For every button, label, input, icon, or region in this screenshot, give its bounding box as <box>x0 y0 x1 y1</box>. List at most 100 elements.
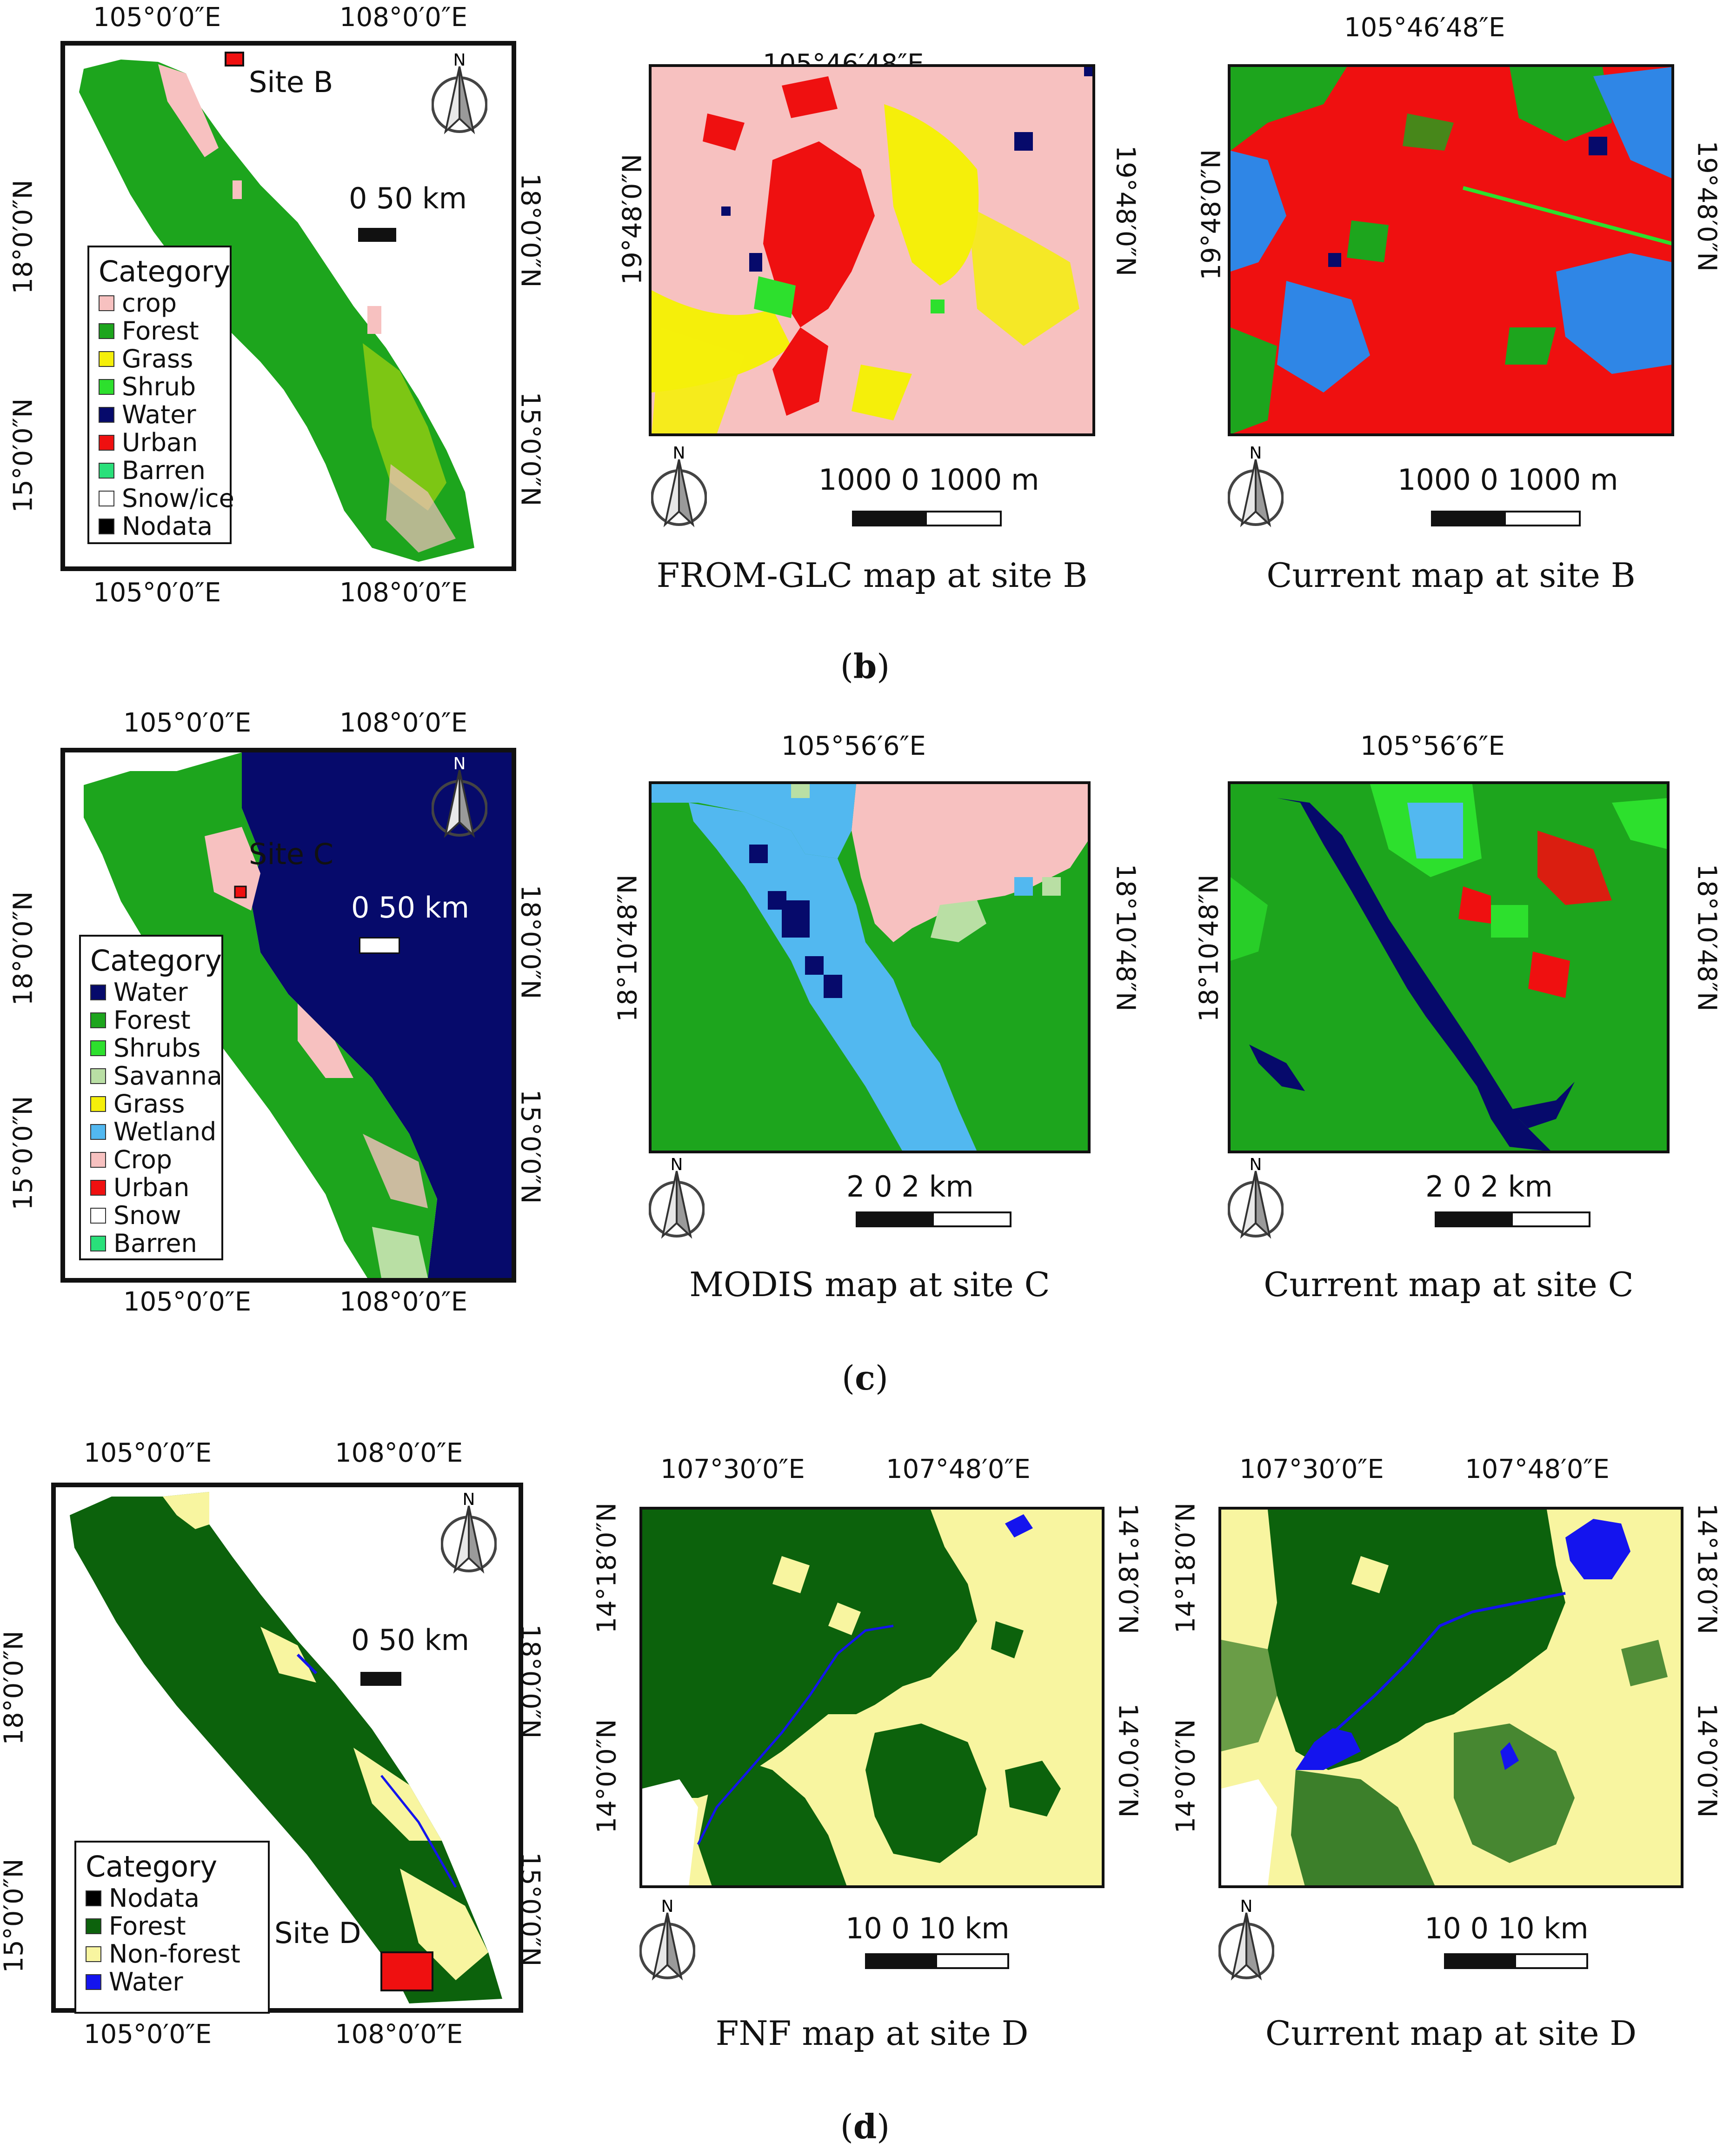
legend-label: crop <box>122 288 177 318</box>
legend-items: Nodata Forest Non-forest Water <box>86 1884 259 1996</box>
map2-left-lat: 19°48′0″N <box>1196 149 1227 280</box>
map1-scale-bar <box>856 1211 1011 1227</box>
legend-swatch <box>99 435 114 451</box>
map1-left-lat: 19°48′0″N <box>617 153 648 285</box>
scale-bar-c <box>359 937 400 954</box>
site-d-label: Site D <box>274 1916 361 1950</box>
north-arrow-icon: N <box>649 1158 705 1246</box>
right-lat-2: 15°0′0″N <box>515 1089 546 1204</box>
legend-item: Forest <box>86 1912 259 1940</box>
north-arrow-icon: N <box>441 1493 497 1581</box>
map2-right-lat: 19°48′0″N <box>1691 140 1722 272</box>
scale-bar-b <box>358 228 396 242</box>
right-lat-2: 15°0′0″N <box>515 392 546 506</box>
map2-scale-bar <box>1431 511 1581 526</box>
map2-top-lon: 105°46′48″E <box>1344 13 1505 43</box>
bottom-lon-1: 105°0′0″E <box>84 2019 212 2050</box>
legend-label: Barren <box>113 1229 197 1258</box>
map1-caption: MODIS map at site C <box>689 1265 1050 1304</box>
map1-right-lat: 18°10′48″N <box>1110 864 1141 1011</box>
north-arrow-icon: N <box>651 446 707 535</box>
overview-map-d-graphic <box>70 1492 502 2003</box>
legend-item: Forest <box>99 317 220 345</box>
legend-item: Shrub <box>99 373 220 401</box>
right-lat-1: 18°0′0″N <box>515 885 546 999</box>
legend-label: Grass <box>113 1089 185 1118</box>
legend-item: Snow/ice <box>99 485 234 512</box>
map1-top-lon-2: 107°48′0″E <box>886 1454 1031 1484</box>
north-arrow-icon: N <box>1228 446 1284 535</box>
legend-swatch <box>90 1236 106 1251</box>
fromglc-map-b-graphic <box>652 67 1092 433</box>
scale-label-d: 0 50 km <box>351 1623 470 1657</box>
map2-scale-text: 2 0 2 km <box>1425 1170 1553 1204</box>
legend-items: Water Forest Shrubs Savanna Grass Wetland Crop… <box>90 978 222 1258</box>
map2-scale-bar <box>1435 1211 1590 1227</box>
legend-b: Category crop Forest Grass Shrub Water Urban B… <box>87 246 234 544</box>
bottom-lon-1: 105°0′0″E <box>123 1287 252 1317</box>
bottom-lon-2: 108°0′0″E <box>339 578 468 608</box>
right-lat-1: 18°0′0″N <box>515 173 546 288</box>
site-b-label: Site B <box>249 65 333 99</box>
map1-scale-bar <box>852 511 1002 526</box>
legend-item: Urban <box>90 1174 212 1202</box>
modis-map-c-graphic <box>652 784 1088 1151</box>
map2-top-lon-1: 107°30′0″E <box>1239 1454 1384 1484</box>
left-lat-1: 18°0′0″N <box>8 891 39 1006</box>
fnf-map-d-graphic <box>642 1510 1061 1885</box>
legend-swatch <box>99 407 114 423</box>
legend-label: Non-forest <box>109 1939 240 1969</box>
legend-label: Barren <box>122 456 206 485</box>
legend-label: Wetland <box>113 1117 217 1146</box>
current-map-b <box>1228 64 1674 436</box>
legend-label: Urban <box>113 1173 190 1202</box>
legend-swatch <box>90 1096 106 1112</box>
legend-swatch <box>99 323 114 339</box>
map2-left-lat-2: 14°0′0″N <box>1171 1719 1201 1834</box>
legend-swatch <box>99 491 114 506</box>
legend-item: Shrubs <box>90 1034 212 1062</box>
map2-right-lat-1: 14°18′0″N <box>1691 1503 1722 1635</box>
map1-top-lon-1: 107°30′0″E <box>660 1454 805 1484</box>
legend-item: Barren <box>99 457 220 485</box>
fromglc-map-b <box>649 64 1095 436</box>
legend-item: Nodata <box>99 512 220 540</box>
map2-left-lat: 18°10′48″N <box>1194 874 1224 1022</box>
map1-left-lat-1: 14°18′0″N <box>592 1502 622 1634</box>
north-arrow-icon: N <box>1218 1900 1274 1988</box>
legend-swatch <box>99 463 114 479</box>
map1-scale-text: 2 0 2 km <box>846 1170 974 1204</box>
legend-swatch <box>86 1946 101 1962</box>
left-lat-2: 15°0′0″N <box>8 398 39 513</box>
legend-item: Water <box>99 401 220 429</box>
legend-title: Category <box>86 1850 218 1883</box>
legend-items: crop Forest Grass Shrub Water Urban Barren Snow… <box>99 288 234 540</box>
fnf-map-d <box>639 1507 1105 1888</box>
scale-label-c: 0 50 km <box>351 891 470 925</box>
map2-caption: Current map at site B <box>1266 556 1636 595</box>
map1-scale-bar <box>865 1953 1009 1969</box>
legend-item: Urban <box>99 429 220 457</box>
bottom-lon-2: 108°0′0″E <box>335 2019 463 2050</box>
scale-bar-d <box>360 1672 401 1686</box>
overview-map-c-graphic <box>84 752 512 1278</box>
top-lon-2: 108°0′0″E <box>339 708 468 738</box>
top-lon-1: 105°0′0″E <box>93 2 221 33</box>
legend-swatch <box>90 1068 106 1084</box>
top-lon-2: 108°0′0″E <box>335 1438 463 1468</box>
legend-item: Nodata <box>86 1884 259 1912</box>
site-c-label: Site C <box>249 837 334 871</box>
map1-scale-text: 10 0 10 km <box>845 1911 1010 1945</box>
legend-label: Forest <box>109 1911 186 1941</box>
site-c-marker <box>234 885 247 898</box>
map2-right-lat-2: 14°0′0″N <box>1691 1703 1722 1818</box>
legend-label: Urban <box>122 428 198 457</box>
map1-right-lat-2: 14°0′0″N <box>1112 1703 1143 1818</box>
legend-item: Barren <box>90 1230 212 1258</box>
current-map-c-graphic <box>1231 784 1667 1151</box>
current-map-b-graphic <box>1231 67 1671 433</box>
legend-title: Category <box>99 254 231 288</box>
legend-item: Water <box>90 978 212 1006</box>
legend-d: Category Nodata Forest Non-forest Water <box>74 1841 270 2014</box>
modis-map-c <box>649 781 1091 1153</box>
